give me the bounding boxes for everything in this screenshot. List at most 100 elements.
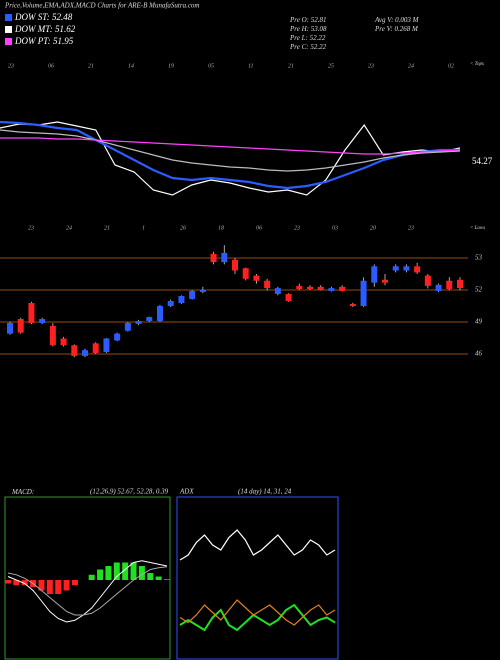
date-label: 18: [218, 225, 224, 231]
histogram-bar: [138, 566, 145, 580]
histogram-bar: [164, 579, 170, 580]
adx-panel: [176, 496, 339, 660]
date-label: 26: [180, 225, 186, 231]
date-label: 23: [8, 63, 14, 69]
legend-entry: DOW PT: 51.95: [14, 36, 74, 46]
ema-line: [0, 129, 461, 172]
y-tick-label: 53: [475, 254, 483, 262]
histogram-bar: [97, 569, 104, 580]
histogram-bar: [55, 580, 62, 594]
candle-body: [457, 279, 463, 289]
candle-body: [446, 280, 453, 290]
date-label: 21: [88, 63, 94, 69]
info-label: Pre O:: [289, 16, 309, 24]
ema-line: [0, 121, 461, 196]
candle-body: [414, 266, 421, 273]
candle-body: [242, 268, 249, 279]
histogram-bar: [46, 580, 53, 594]
date-label: 23: [408, 225, 414, 231]
candle-body: [328, 288, 335, 291]
info-label: Pre V:: [374, 25, 393, 33]
candle-body: [285, 293, 292, 301]
info-entry: Pre H: 53.08: [289, 25, 327, 33]
macd-line: [7, 560, 168, 623]
info-unit: M: [412, 16, 420, 24]
candle-body: [146, 316, 153, 322]
candle-body: [210, 253, 217, 263]
candle-body: [178, 295, 185, 304]
histogram-bar: [5, 580, 11, 584]
candle-body: [264, 280, 271, 289]
date-label: 24: [66, 224, 72, 231]
legend-swatch: [5, 14, 12, 21]
macd-panel: [4, 496, 171, 660]
histogram-bar: [21, 580, 28, 586]
info-entry: Avg V: 0.003 M: [374, 16, 420, 24]
histogram-bar: [155, 576, 162, 580]
candle-body: [296, 285, 303, 290]
candle-body: [189, 290, 196, 299]
info-value: 52.22: [310, 43, 326, 51]
date-label: 24: [408, 62, 414, 69]
histogram-bar: [130, 562, 137, 580]
candle-body: [382, 279, 388, 283]
date-label: 02: [448, 63, 454, 69]
legend-name: DOW PT:: [14, 36, 51, 46]
ema-line: [0, 120, 460, 190]
histogram-bar: [71, 580, 78, 586]
info-value: 52.81: [311, 16, 327, 24]
legend-value: 52.48: [52, 12, 73, 22]
info-label: Pre C:: [289, 43, 309, 51]
candle-body: [135, 321, 142, 324]
candle-body: [199, 290, 206, 293]
legend-value: 51.62: [55, 24, 76, 34]
legend-name: DOW ST:: [14, 12, 50, 22]
candle-body: [157, 306, 163, 322]
date-label: 25: [328, 63, 334, 69]
histogram-bar: [13, 580, 20, 586]
candle-body: [71, 345, 78, 356]
histogram-bar: [105, 566, 112, 580]
histogram-bar: [122, 562, 129, 580]
candle-body: [232, 259, 238, 271]
info-entry: Pre V: 0.268 M: [374, 25, 419, 33]
panel-label: ADX: [179, 488, 194, 496]
candle-body: [60, 338, 67, 346]
candle-body: [392, 266, 399, 271]
histogram-bar: [63, 580, 70, 591]
candle-body: [371, 266, 378, 283]
date-label: 21: [288, 63, 294, 69]
adx-line: [179, 529, 336, 561]
candle-body: [435, 284, 442, 291]
corner-label: < Tops: [470, 62, 484, 67]
info-entry: Pre O: 52.81: [289, 16, 326, 24]
legend-entry: DOW ST: 52.48: [14, 12, 73, 22]
candle-body: [339, 286, 346, 291]
candle-body: [317, 286, 324, 290]
candle-body: [349, 303, 356, 306]
y-tick-label: 46: [475, 350, 483, 358]
candle-body: [7, 322, 13, 334]
corner-label: < Lows: [470, 226, 485, 231]
date-label: 19: [168, 63, 174, 69]
candle-body: [124, 322, 131, 331]
candle-body: [28, 303, 35, 323]
candle-body: [49, 325, 56, 346]
date-label: 23: [294, 225, 300, 231]
candle-body: [360, 280, 367, 306]
price-label: 54.27: [472, 156, 493, 166]
info-unit: M: [411, 25, 419, 33]
y-tick-label: 49: [475, 318, 483, 326]
info-entry: Pre L: 52.22: [289, 34, 326, 42]
date-label: 1: [142, 225, 145, 231]
candle-body: [114, 333, 121, 341]
info-label: Pre L:: [289, 34, 308, 42]
date-label: 20: [370, 225, 376, 231]
candle-body: [274, 288, 281, 294]
date-label: 23: [368, 63, 374, 69]
panel-params: (12,26,9) 52.67, 52.28, 0.39: [90, 488, 169, 496]
legend-swatch: [5, 38, 12, 45]
legend-swatch: [5, 26, 12, 33]
candle-body: [17, 319, 24, 333]
